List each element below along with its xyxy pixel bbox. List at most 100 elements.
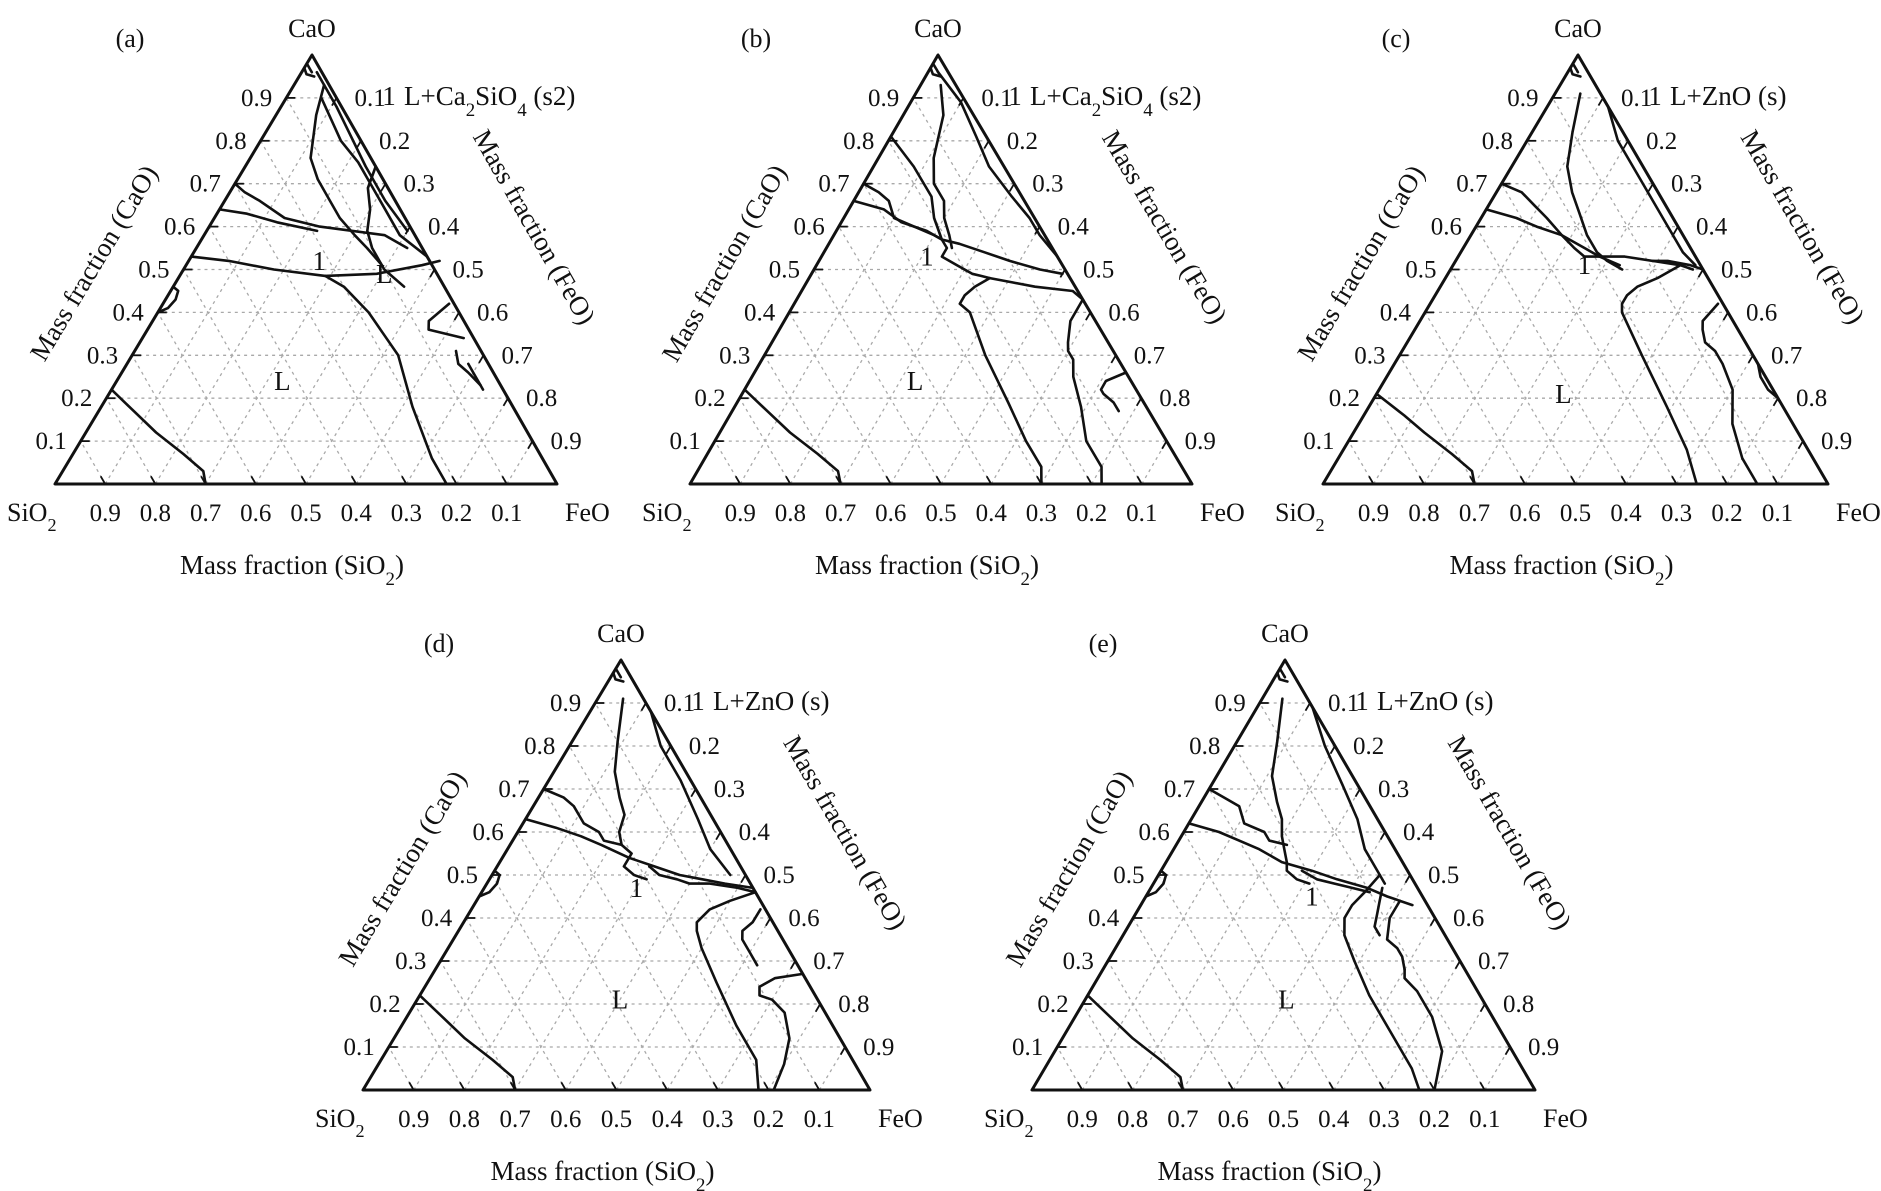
tick-label-feo: 0.3 [1671, 171, 1702, 198]
grid-line [157, 312, 257, 485]
vertex-label-cao: CaO [288, 14, 336, 43]
phase-boundary [110, 388, 207, 486]
phase-boundary [1207, 787, 1289, 847]
tick-label-feo: 0.4 [428, 214, 460, 241]
phase-boundary [1620, 263, 1698, 486]
phase-boundary [1066, 298, 1103, 486]
tick-label-cao: 0.9 [868, 85, 899, 112]
tick-mark [404, 226, 411, 235]
tick-mark [1597, 97, 1604, 107]
tick-label-cao: 0.3 [395, 948, 426, 975]
region-label: L [1555, 379, 1572, 409]
legend-number: 1 [691, 686, 705, 716]
tick-label-cao: 0.3 [87, 342, 118, 369]
tick-mark [1136, 475, 1143, 485]
tick-label-feo: 0.7 [1771, 342, 1802, 369]
tick-label-sio2: 0.9 [1067, 1106, 1098, 1133]
phase-boundary [427, 302, 466, 340]
tick-label-cao: 0.7 [190, 171, 221, 198]
grid-line [1449, 269, 1577, 485]
ticks: 0.1 0.1 0.2 0.2 0.3 0.3 0.4 0.4 0.5 0.5 0.6 0.6 0.7 0… [1303, 85, 1852, 527]
tick-mark [560, 1081, 567, 1091]
legend-text: L+ZnO (s) [1377, 686, 1493, 716]
tick-label-sio2: 0.1 [1126, 500, 1157, 527]
tick-mark [1077, 1081, 1084, 1091]
vertex-label-cao: CaO [597, 619, 645, 648]
region-label: 1 [312, 246, 326, 276]
tick-mark [459, 1081, 466, 1091]
tick-label-cao: 0.6 [164, 214, 195, 241]
grid-line [1259, 702, 1486, 1091]
panel-label: (c) [1382, 24, 1411, 53]
tick-mark [355, 140, 362, 149]
grid-line [465, 917, 567, 1091]
tick-label-sio2: 0.9 [398, 1106, 429, 1133]
phase-boundary [1403, 968, 1444, 1092]
tick-mark [1059, 269, 1066, 278]
region-label: L [1278, 985, 1295, 1015]
tick-label-feo: 0.9 [1821, 428, 1852, 455]
tick-label-cao: 0.8 [215, 128, 246, 155]
tick-label-feo: 0.8 [1159, 385, 1190, 412]
phase-boundary [466, 362, 485, 391]
grid [1347, 97, 1804, 485]
tick-label-sio2: 0.2 [1711, 500, 1742, 527]
tick-mark [150, 475, 157, 485]
tick-mark [1161, 440, 1168, 450]
tick-label-feo: 0.6 [1746, 299, 1777, 326]
tick-label-feo: 0.2 [1353, 733, 1384, 760]
grid-line [615, 874, 747, 1091]
tick-label-sio2: 0.2 [753, 1106, 784, 1133]
grid-line [1233, 745, 1435, 1091]
phase-boundary [1373, 886, 1384, 937]
region-label: 1 [1305, 882, 1319, 912]
tick-label-feo: 0.4 [1058, 214, 1090, 241]
tick-label-cao: 0.2 [1329, 385, 1360, 412]
phase-boundary [524, 817, 755, 890]
phase-boundary [1278, 667, 1287, 679]
region-label: L [612, 985, 629, 1015]
tick-label-feo: 0.8 [526, 385, 557, 412]
tick-mark [1620, 475, 1627, 485]
tick-label-sio2: 0.6 [240, 500, 271, 527]
tick-mark [640, 702, 647, 712]
legend-text: L+Ca2SiO4 (s2) [404, 81, 575, 121]
tick-label-feo: 0.1 [1328, 690, 1359, 717]
tick-mark [885, 475, 892, 485]
tick-label-sio2: 0.4 [1318, 1106, 1350, 1133]
tick-label-cao: 0.4 [744, 299, 776, 326]
grid-line [1776, 440, 1804, 485]
grid [388, 702, 846, 1091]
tick-label-feo: 0.7 [1478, 948, 1509, 975]
tick-mark [611, 1081, 618, 1091]
grid-line [355, 312, 460, 485]
tick-mark [1379, 831, 1386, 841]
tick-mark [785, 475, 792, 485]
tick-label-sio2: 0.5 [601, 1106, 632, 1133]
tick-mark [401, 475, 408, 485]
grid [714, 97, 1168, 485]
tick-mark [1479, 1003, 1486, 1013]
ticks: 0.1 0.1 0.2 0.2 0.3 0.3 0.4 0.4 0.5 0.5 0.6 0.6 0.7 0… [35, 85, 581, 527]
phase-boundary [743, 388, 842, 486]
panel-label: (a) [116, 24, 145, 53]
tick-label-feo: 0.3 [714, 776, 745, 803]
tick-mark [380, 183, 387, 192]
grid-line [414, 1003, 465, 1091]
region-labels: 1 L L [274, 246, 392, 396]
phase-boundary [477, 869, 501, 898]
phase-boundaries [110, 62, 485, 486]
tick-mark [300, 475, 307, 485]
tick-label-cao: 0.3 [1063, 948, 1094, 975]
grid-line [305, 269, 436, 485]
tick-label-sio2: 0.6 [875, 500, 906, 527]
panel-label: (e) [1089, 629, 1118, 658]
tick-label-cao: 0.2 [369, 991, 400, 1018]
vertex-label-sio2: SiO2 [315, 1104, 365, 1141]
grid [1056, 702, 1511, 1091]
tick-label-cao: 0.5 [769, 257, 800, 284]
tick-mark [1328, 1081, 1335, 1091]
phase-boundaries [1375, 62, 1780, 486]
vertex-label-cao: CaO [1554, 14, 1602, 43]
tick-label-feo: 0.7 [1134, 342, 1165, 369]
